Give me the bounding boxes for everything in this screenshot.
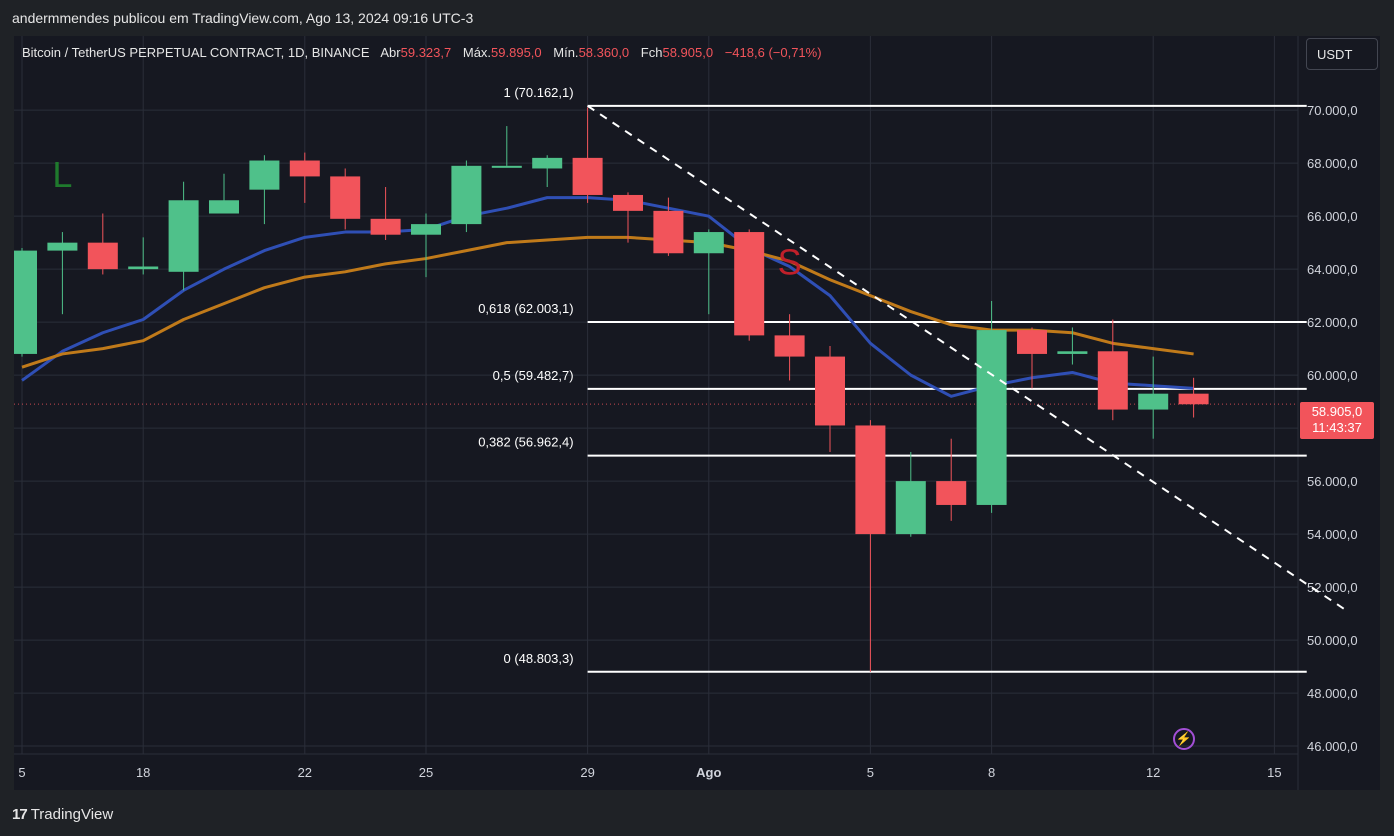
y-tick-label: 68.000,0 <box>1307 156 1358 171</box>
x-tick-label: 12 <box>1146 765 1160 780</box>
y-tick-label: 66.000,0 <box>1307 209 1358 224</box>
low-value: 58.360,0 <box>578 45 630 60</box>
fib-level-label: 0 (48.803,3) <box>503 651 573 666</box>
x-tick-label: 15 <box>1267 765 1281 780</box>
x-tick-label: 22 <box>298 765 312 780</box>
bearish-candle <box>1017 330 1047 354</box>
y-tick-label: 54.000,0 <box>1307 527 1358 542</box>
bullish-candle <box>1057 351 1088 354</box>
bullish-candle <box>209 200 239 214</box>
bearish-candle <box>936 481 967 505</box>
bearish-candle <box>613 194 643 211</box>
close-value: 58.905,0 <box>662 45 714 60</box>
y-tick-label: 52.000,0 <box>1307 580 1358 595</box>
bullish-candle <box>976 330 1007 505</box>
last-price-tag: 58.905,0 11:43:37 <box>1300 402 1374 439</box>
bearish-candle <box>774 335 805 357</box>
open-label: Abr <box>380 45 401 60</box>
bullish-candle <box>411 224 441 235</box>
publication-header: andermmendes publicou em TradingView.com… <box>0 0 1394 36</box>
y-tick-label: 46.000,0 <box>1307 739 1358 754</box>
fib-level-label: 1 (70.162,1) <box>503 85 573 100</box>
x-tick-label: 18 <box>136 765 150 780</box>
x-tick-label: 8 <box>988 765 995 780</box>
bearish-candle <box>815 356 845 426</box>
bearish-candle <box>370 218 401 235</box>
bar-countdown: 11:43:37 <box>1312 420 1362 435</box>
fib-level-label: 0,618 (62.003,1) <box>478 301 573 316</box>
bullish-candle <box>895 481 926 535</box>
x-tick-label: 25 <box>419 765 433 780</box>
bullish-candle <box>14 250 37 354</box>
change-value: −418,6 (−0,71%) <box>724 45 822 60</box>
y-tick-label: 50.000,0 <box>1307 633 1358 648</box>
dashed-trendline <box>587 105 1348 612</box>
bearish-candle <box>855 425 886 535</box>
y-tick-label: 70.000,0 <box>1307 103 1358 118</box>
y-tick-label: 60.000,0 <box>1307 368 1358 383</box>
bearish-candle <box>289 160 320 177</box>
bearish-candle <box>1097 351 1128 410</box>
bullish-candle <box>128 266 159 270</box>
bullish-candle <box>168 200 199 272</box>
bearish-candle <box>653 210 684 254</box>
x-tick-label: Ago <box>696 765 721 780</box>
close-label: Fch <box>640 45 663 60</box>
y-tick-label: 48.000,0 <box>1307 686 1358 701</box>
bullish-candle <box>451 165 482 225</box>
bearish-candle <box>1178 393 1209 405</box>
bullish-candle <box>47 242 78 251</box>
tradingview-logo-icon: 17 <box>12 806 28 823</box>
open-value: 59.323,7 <box>400 45 452 60</box>
price-chart[interactable]: 70.000,0 68.000,0 66.000,0 64.000,0 62.000,0… <box>14 36 1380 790</box>
high-label: Máx. <box>462 45 492 60</box>
currency-button[interactable]: USDT <box>1306 38 1378 70</box>
bearish-candle <box>87 242 118 270</box>
lightning-icon[interactable]: ⚡ <box>1173 728 1195 750</box>
symbol-name: Bitcoin / TetherUS PERPETUAL CONTRACT, 1… <box>22 45 370 60</box>
high-value: 59.895,0 <box>491 45 542 60</box>
y-tick-label: 64.000,0 <box>1307 262 1358 277</box>
bearish-candle <box>734 232 765 336</box>
x-tick-label: 29 <box>580 765 594 780</box>
signal-marker: L <box>52 154 72 195</box>
symbol-legend: Bitcoin / TetherUS PERPETUAL CONTRACT, 1… <box>22 45 822 60</box>
bearish-candle <box>330 176 361 219</box>
bullish-candle <box>1138 393 1169 410</box>
y-tick-label: 62.000,0 <box>1307 315 1358 330</box>
y-tick-label: 56.000,0 <box>1307 474 1358 489</box>
bullish-candle <box>249 160 280 190</box>
low-label: Mín. <box>553 45 579 60</box>
x-tick-label: 5 <box>18 765 25 780</box>
tradingview-footer[interactable]: 17 TradingView <box>12 806 113 826</box>
x-tick-label: 5 <box>867 765 874 780</box>
fib-level-label: 0,5 (59.482,7) <box>493 368 574 383</box>
last-price-value: 58.905,0 <box>1311 404 1363 419</box>
brand-name: TradingView <box>30 806 114 823</box>
publisher-text: andermmendes publicou em TradingView.com… <box>12 10 474 26</box>
chart-area[interactable]: 70.000,0 68.000,0 66.000,0 64.000,0 62.000,0… <box>14 36 1380 790</box>
bullish-candle <box>693 232 724 254</box>
bullish-candle <box>491 165 522 168</box>
bullish-candle <box>532 157 563 169</box>
signal-marker: S <box>778 241 802 282</box>
bearish-candle <box>572 157 603 195</box>
fib-level-label: 0,382 (56.962,4) <box>478 435 573 450</box>
